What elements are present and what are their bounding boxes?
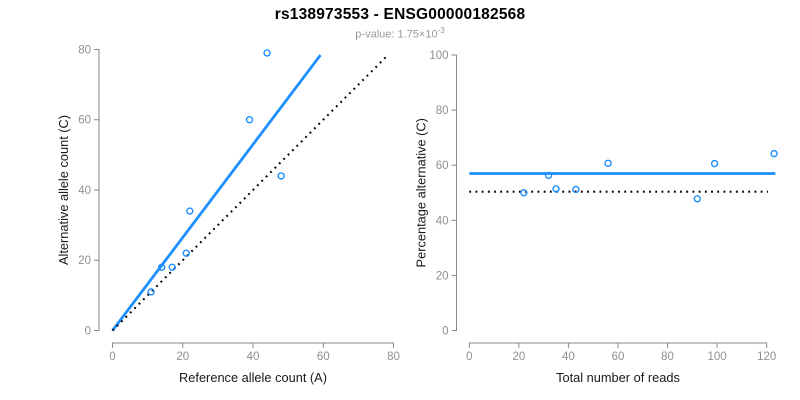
y-tick-label: 80 bbox=[436, 105, 449, 117]
x-tick-label: 60 bbox=[612, 351, 625, 363]
x-tick-label: 40 bbox=[247, 351, 260, 363]
data-point bbox=[186, 207, 194, 215]
data-point bbox=[182, 249, 190, 257]
data-point bbox=[277, 172, 285, 180]
x-tick-label: 80 bbox=[661, 351, 674, 363]
x-tick-label: 120 bbox=[757, 351, 776, 363]
figure-subtitle: p-value: 1.75×10-3 bbox=[0, 26, 800, 41]
left-y-axis-title: Alternative allele count (C) bbox=[56, 115, 71, 265]
p-value-text: p-value: 1.75×10 bbox=[355, 28, 438, 41]
y-tick-label: 60 bbox=[436, 160, 449, 172]
y-tick-label: 100 bbox=[429, 50, 448, 62]
right-y-axis-title: Percentage alternative (C) bbox=[414, 118, 429, 267]
data-point bbox=[552, 185, 560, 193]
left-x-axis-title: Reference allele count (A) bbox=[179, 370, 327, 385]
x-tick-label: 20 bbox=[176, 351, 189, 363]
x-tick-label: 0 bbox=[109, 351, 115, 363]
data-point bbox=[544, 171, 553, 180]
data-point bbox=[147, 288, 155, 296]
y-tick-label: 80 bbox=[78, 44, 91, 56]
data-point bbox=[572, 185, 580, 194]
data-point bbox=[710, 159, 719, 168]
data-point bbox=[520, 189, 528, 197]
allele-count-scatter-plot: 0 20 40 60 80 0 20 40 60 80 Reference allele count… bbox=[56, 44, 400, 385]
right-x-axis-title: Total number of reads bbox=[556, 370, 680, 385]
y-tick-label: 40 bbox=[78, 185, 91, 197]
x-tick-label: 20 bbox=[512, 351, 525, 363]
regression-line bbox=[111, 54, 322, 332]
figure-title: rs138973553 - ENSG00000182568 bbox=[274, 6, 526, 23]
data-point bbox=[263, 49, 271, 57]
y-tick-label: 20 bbox=[78, 255, 91, 267]
data-point bbox=[157, 263, 166, 271]
x-tick-label: 100 bbox=[708, 351, 727, 363]
data-point bbox=[604, 159, 612, 167]
y-tick-label: 20 bbox=[436, 270, 449, 282]
data-point bbox=[770, 149, 778, 158]
percentage-alternative-scatter-plot: 0 20 40 60 80 100 0 20 40 60 80 100 120 Total number … bbox=[414, 50, 778, 385]
y-tick-label: 60 bbox=[78, 115, 91, 127]
p-value-exponent: -3 bbox=[437, 26, 445, 35]
data-point bbox=[693, 195, 701, 203]
y-tick-label: 40 bbox=[436, 215, 449, 227]
data-point bbox=[245, 116, 254, 124]
data-point bbox=[168, 263, 176, 271]
x-tick-label: 0 bbox=[466, 351, 472, 363]
figure-header: rs138973553 - ENSG00000182568 p-value: 1… bbox=[0, 0, 800, 41]
y-tick-label: 0 bbox=[85, 326, 91, 338]
y-tick-label: 0 bbox=[442, 326, 448, 338]
identity-line bbox=[111, 56, 387, 332]
x-tick-label: 60 bbox=[317, 351, 330, 363]
x-tick-label: 40 bbox=[562, 351, 575, 363]
x-tick-label: 80 bbox=[387, 351, 400, 363]
